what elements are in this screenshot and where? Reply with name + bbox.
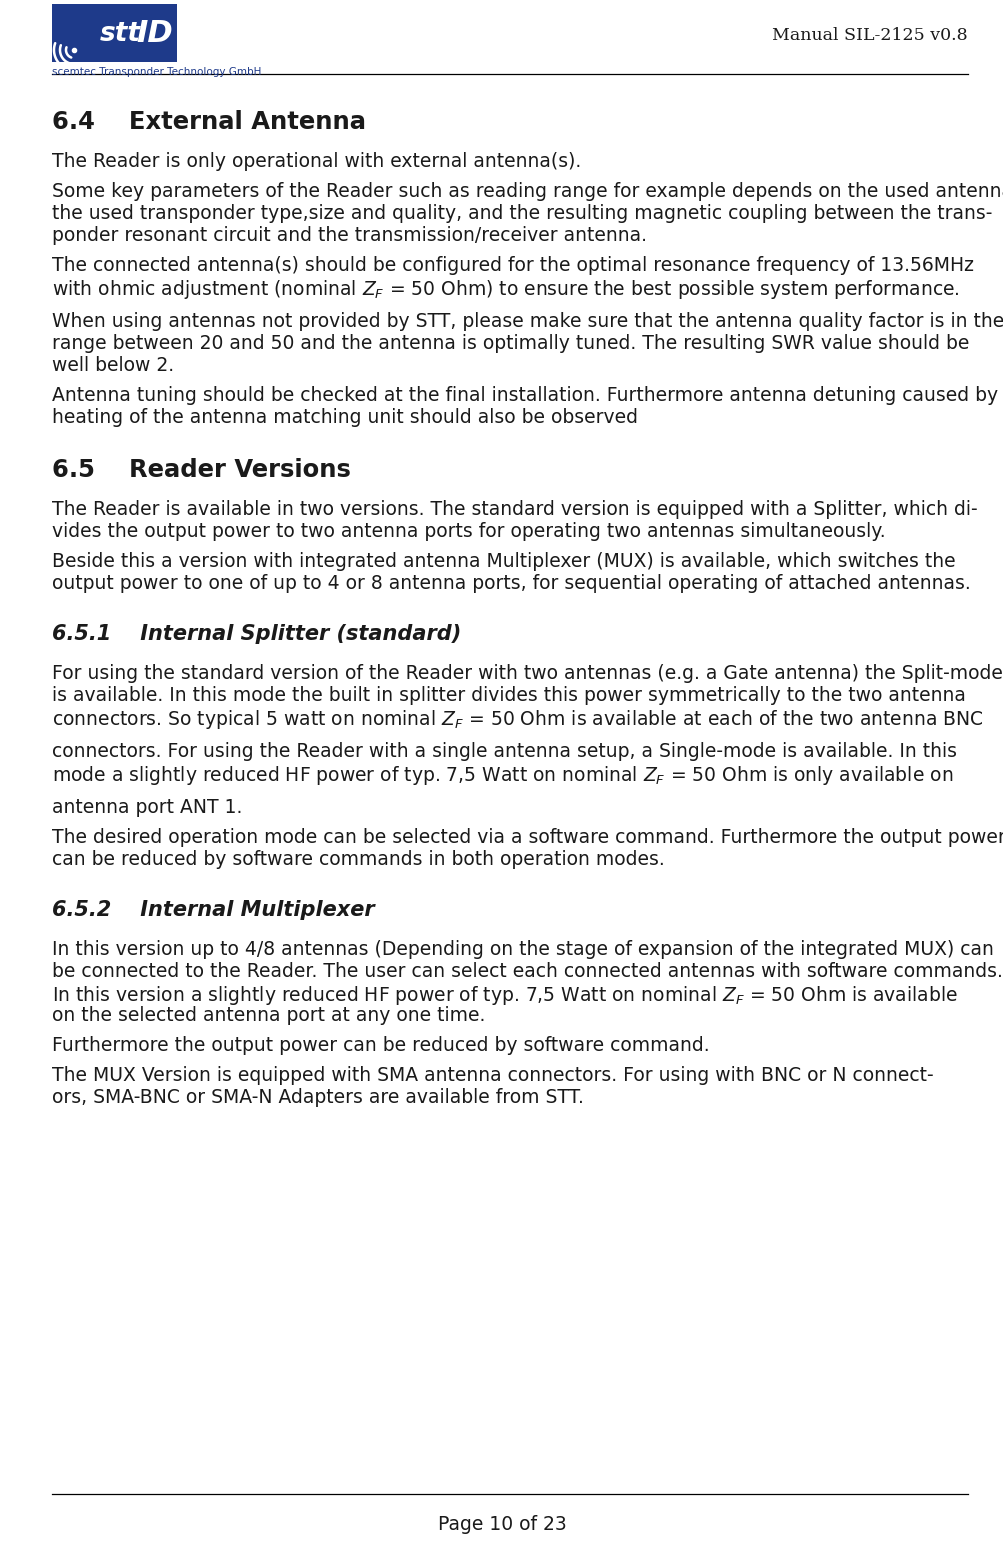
Text: with ohmic adjustment (nominal $Z_F$ = 50 Ohm) to ensure the best possible syste: with ohmic adjustment (nominal $Z_F$ = 5… [52, 278, 959, 301]
Text: Antenna tuning should be checked at the final installation. Furthermore antenna : Antenna tuning should be checked at the … [52, 386, 997, 405]
Text: In this version a slightly reduced HF power of typ. 7,5 Watt on nominal $Z_F$ = : In this version a slightly reduced HF po… [52, 985, 957, 1006]
Text: can be reduced by software commands in both operation modes.: can be reduced by software commands in b… [52, 850, 664, 869]
Text: Beside this a version with integrated antenna Multiplexer (MUX) is available, wh: Beside this a version with integrated an… [52, 552, 955, 570]
Text: heating of the antenna matching unit should also be observed: heating of the antenna matching unit sho… [52, 408, 637, 427]
Text: output power to one of up to 4 or 8 antenna ports, for sequential operating of a: output power to one of up to 4 or 8 ante… [52, 574, 970, 594]
Text: mode a slightly reduced HF power of typ. 7,5 Watt on nominal $Z_F$ = 50 Ohm is o: mode a slightly reduced HF power of typ.… [52, 764, 952, 787]
Text: be connected to the Reader. The user can select each connected antennas with sof: be connected to the Reader. The user can… [52, 962, 1002, 982]
Text: connectors. For using the Reader with a single antenna setup, a Single-mode is a: connectors. For using the Reader with a … [52, 742, 956, 761]
Text: connectors. So typical 5 watt on nominal $Z_F$ = 50 Ohm is available at each of : connectors. So typical 5 watt on nominal… [52, 708, 983, 731]
Text: well below 2.: well below 2. [52, 356, 174, 376]
Text: Some key parameters of the Reader such as reading range for example depends on t: Some key parameters of the Reader such a… [52, 182, 1003, 201]
Text: on the selected antenna port at any one time.: on the selected antenna port at any one … [52, 1006, 484, 1025]
Text: 6.4    External Antenna: 6.4 External Antenna [52, 110, 366, 135]
Text: In this version up to 4/8 antennas (Depending on the stage of expansion of the i: In this version up to 4/8 antennas (Depe… [52, 940, 993, 959]
Text: For using the standard version of the Reader with two antennas (e.g. a Gate ante: For using the standard version of the Re… [52, 663, 1002, 683]
Text: The connected antenna(s) should be configured for the optimal resonance frequenc: The connected antenna(s) should be confi… [52, 257, 973, 275]
Text: The MUX Version is equipped with SMA antenna connectors. For using with BNC or N: The MUX Version is equipped with SMA ant… [52, 1067, 933, 1085]
Text: vides the output power to two antenna ports for operating two antennas simultane: vides the output power to two antenna po… [52, 523, 885, 541]
Text: The Reader is only operational with external antenna(s).: The Reader is only operational with exte… [52, 152, 581, 172]
Text: ID: ID [136, 20, 174, 48]
Text: the used transponder type,size and quality, and the resulting magnetic coupling : the used transponder type,size and quali… [52, 204, 991, 223]
Bar [52, 5, 177, 62]
Text: Page 10 of 23: Page 10 of 23 [437, 1515, 566, 1534]
Text: When using antennas not provided by STT, please make sure that the antenna quali: When using antennas not provided by STT,… [52, 312, 1003, 331]
Text: The Reader is available in two versions. The standard version is equipped with a: The Reader is available in two versions.… [52, 499, 977, 519]
Text: ponder resonant circuit and the transmission/receiver antenna.: ponder resonant circuit and the transmis… [52, 226, 646, 244]
Text: is available. In this mode the built in splitter divides this power symmetricall: is available. In this mode the built in … [52, 686, 965, 705]
Text: antenna port ANT 1.: antenna port ANT 1. [52, 798, 242, 818]
Text: 6.5.2    Internal Multiplexer: 6.5.2 Internal Multiplexer [52, 900, 374, 920]
Text: stt: stt [99, 22, 140, 46]
Text: Manual SIL-2125 v0.8: Manual SIL-2125 v0.8 [771, 28, 967, 45]
Text: range between 20 and 50 and the antenna is optimally tuned. The resulting SWR va: range between 20 and 50 and the antenna … [52, 334, 969, 352]
Text: ors, SMA-BNC or SMA-N Adapters are available from STT.: ors, SMA-BNC or SMA-N Adapters are avail… [52, 1088, 584, 1107]
Text: 6.5    Reader Versions: 6.5 Reader Versions [52, 458, 350, 482]
Text: scemtec Transponder Technology GmbH: scemtec Transponder Technology GmbH [52, 66, 261, 77]
Text: 6.5.1    Internal Splitter (standard): 6.5.1 Internal Splitter (standard) [52, 625, 460, 645]
Text: The desired operation mode can be selected via a software command. Furthermore t: The desired operation mode can be select… [52, 829, 1003, 847]
Text: Furthermore the output power can be reduced by software command.: Furthermore the output power can be redu… [52, 1036, 709, 1056]
